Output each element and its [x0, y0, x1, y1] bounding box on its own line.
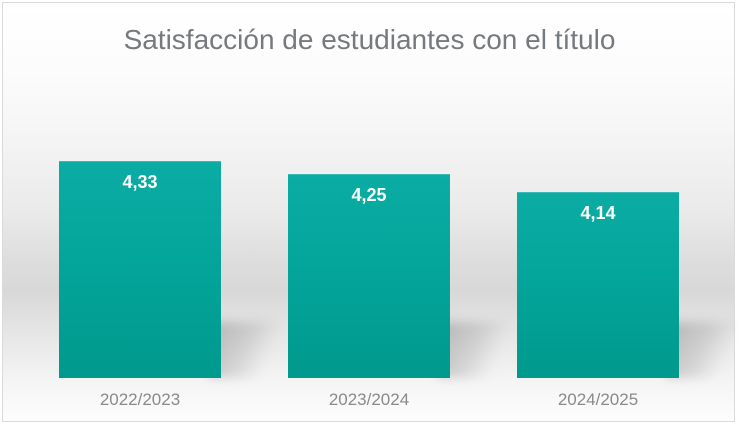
data-label: 4,14: [580, 203, 616, 223]
x-axis-label: 2022/2023: [99, 390, 181, 409]
data-label: 4,33: [122, 172, 158, 192]
bar-2023-2024: 4,25: [288, 174, 450, 378]
bar-2022-2023: 4,33: [59, 161, 221, 378]
bar-shadow: [667, 322, 739, 378]
bar-2024-2025: 4,14: [517, 192, 679, 378]
chart-title: Satisfacción de estudiantes con el títul…: [123, 24, 616, 55]
x-axis-label: 2023/2024: [328, 390, 410, 409]
data-label: 4,25: [351, 185, 387, 205]
x-axis-label: 2024/2025: [557, 390, 639, 409]
